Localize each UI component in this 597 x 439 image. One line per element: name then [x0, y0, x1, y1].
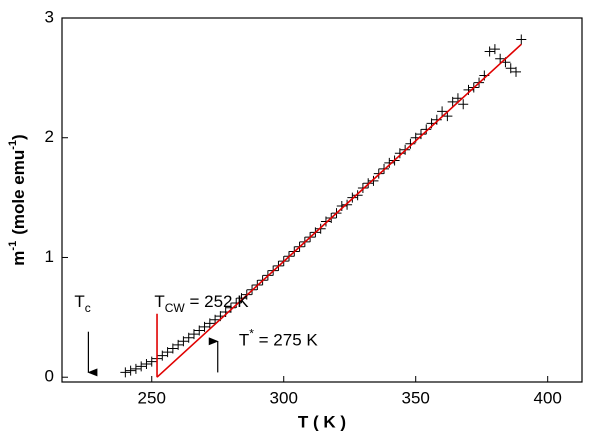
- y-tick-label: 2: [45, 127, 54, 146]
- data-point: [421, 124, 432, 135]
- annotation: T* = 275 K: [239, 326, 319, 349]
- data-point: [141, 359, 152, 370]
- data-point: [146, 356, 157, 367]
- annotation-sub: c: [85, 301, 91, 315]
- annotation-rest: = 252 K: [185, 292, 249, 311]
- y-title-part: ): [9, 134, 28, 140]
- data-point: [405, 138, 416, 149]
- fit-line: [156, 43, 522, 378]
- y-axis-title: m-1(mole emu-1): [7, 134, 29, 265]
- annotation-text: T: [74, 292, 84, 311]
- data-point: [320, 216, 331, 227]
- data-point: [199, 321, 210, 332]
- y-title-part: -1: [7, 241, 19, 251]
- y-title-part: (mole emu: [9, 150, 28, 235]
- y-tick-label: 1: [45, 247, 54, 266]
- data-point: [162, 347, 173, 358]
- x-tick-label: 300: [270, 388, 298, 407]
- annotation-sub: CW: [165, 301, 186, 315]
- data-point: [511, 66, 522, 77]
- data-point: [236, 293, 247, 304]
- data-point: [415, 129, 426, 140]
- data-point: [130, 363, 141, 374]
- data-point: [447, 96, 458, 107]
- x-axis-title: T ( K ): [298, 412, 346, 431]
- annotation-rest: = 275 K: [254, 331, 318, 350]
- data-point: [173, 339, 184, 350]
- data-point: [516, 34, 527, 45]
- annotation-text: T: [154, 292, 164, 311]
- annotation-sup: *: [249, 326, 254, 340]
- data-point: [194, 325, 205, 336]
- data-point: [495, 53, 506, 64]
- data-point: [489, 44, 500, 55]
- y-title-part: m: [9, 251, 28, 266]
- data-point: [178, 336, 189, 347]
- y-tick-label: 0: [45, 367, 54, 386]
- data-point: [188, 329, 199, 340]
- y-title-part: -1: [7, 140, 19, 150]
- data-point: [125, 365, 136, 376]
- data-point: [342, 199, 353, 210]
- data-point: [352, 190, 363, 201]
- data-point: [347, 192, 358, 203]
- data-point: [231, 297, 242, 308]
- data-point: [384, 157, 395, 168]
- data-point: [120, 367, 131, 378]
- data-point: [167, 343, 178, 354]
- annotation: TCW = 252 K: [154, 292, 249, 315]
- x-tick-label: 400: [533, 388, 561, 407]
- data-point: [157, 350, 168, 361]
- annotation: Tc: [74, 292, 90, 315]
- y-tick-label: 3: [45, 7, 54, 26]
- data-point: [458, 99, 469, 110]
- plot-frame: [61, 17, 583, 383]
- data-point: [431, 114, 442, 125]
- data-point: [225, 302, 236, 313]
- data-point: [204, 318, 215, 329]
- x-tick-label: 350: [402, 388, 430, 407]
- data-point: [505, 63, 516, 74]
- x-tick-label: 250: [138, 388, 166, 407]
- annotation-text: T: [239, 331, 249, 350]
- data-point: [368, 175, 379, 186]
- data-point: [437, 106, 448, 117]
- data-point: [183, 332, 194, 343]
- data-point: [484, 46, 495, 57]
- data-point: [136, 361, 147, 372]
